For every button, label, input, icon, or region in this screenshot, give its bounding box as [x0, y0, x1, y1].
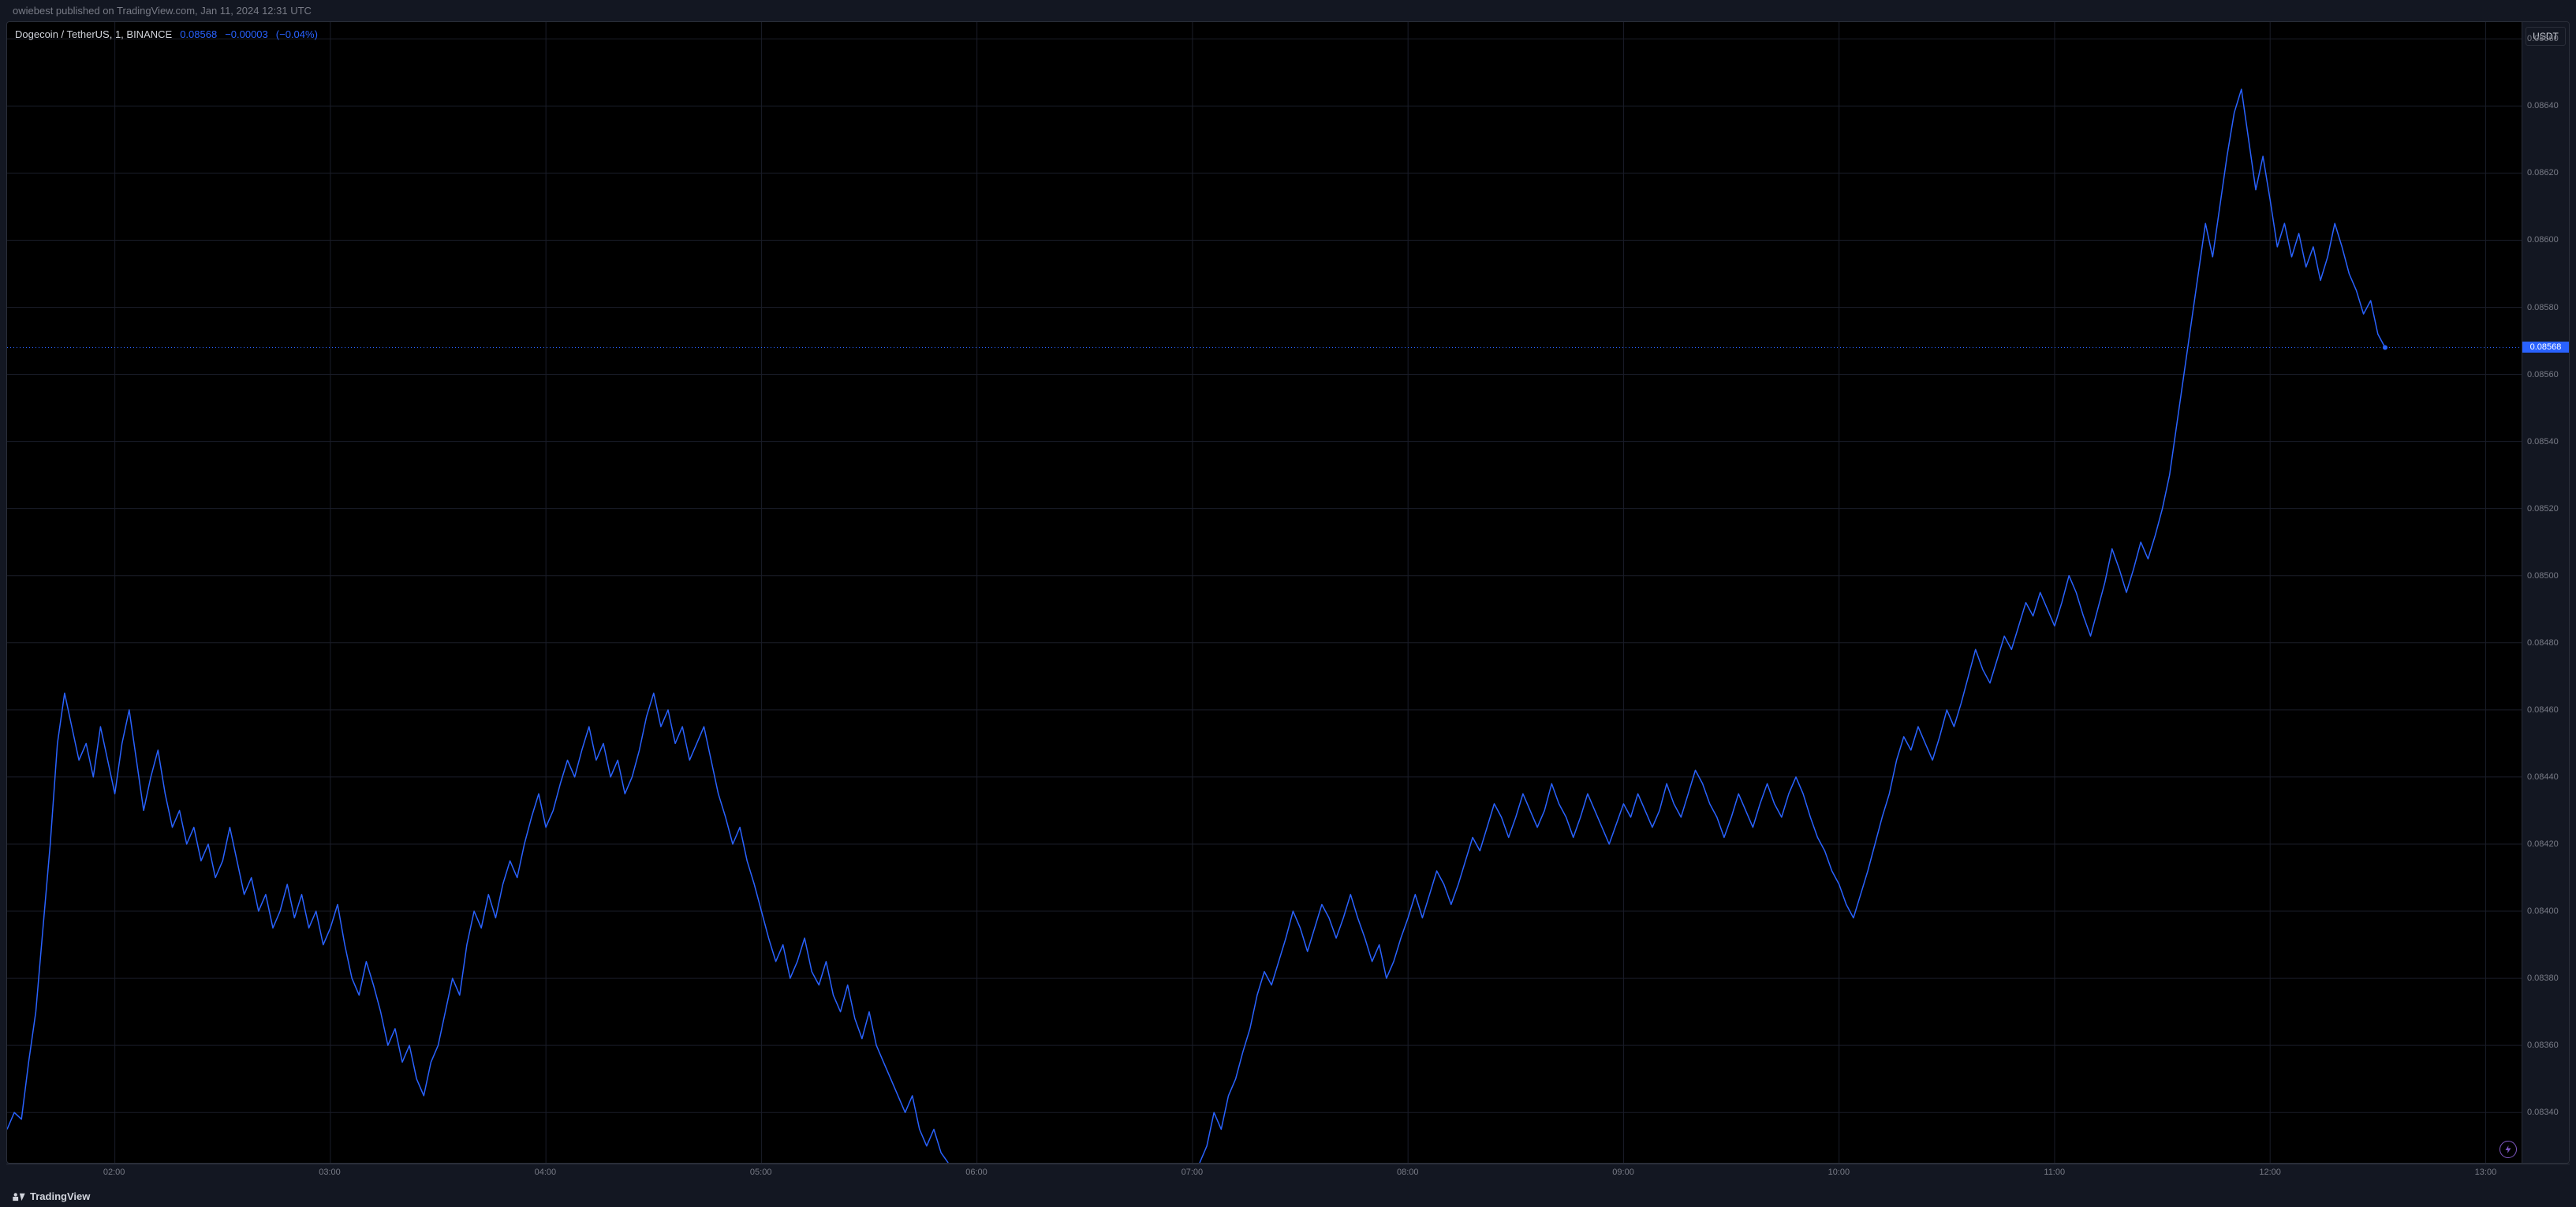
chart-legend: Dogecoin / TetherUS, 1, BINANCE 0.08568 …: [15, 28, 318, 40]
y-tick-label: 0.08580: [2527, 303, 2559, 312]
tradingview-logo-icon: [13, 1192, 25, 1201]
y-tick-label: 0.08440: [2527, 772, 2559, 782]
y-tick-label: 0.08620: [2527, 168, 2559, 178]
y-tick-label: 0.08360: [2527, 1041, 2559, 1050]
last-price-dot: [2383, 346, 2387, 350]
y-tick-label: 0.08340: [2527, 1108, 2559, 1117]
x-tick-label: 04:00: [535, 1168, 557, 1177]
y-tick-label: 0.08500: [2527, 571, 2559, 581]
x-tick-label: 03:00: [319, 1168, 341, 1177]
y-tick-label: 0.08560: [2527, 370, 2559, 379]
y-tick-label: 0.08540: [2527, 437, 2559, 447]
chart-svg: [7, 22, 2522, 1163]
x-tick-label: 02:00: [103, 1168, 125, 1177]
y-tick-label: 0.08460: [2527, 705, 2559, 715]
footer: TradingView: [0, 1186, 2576, 1207]
y-tick-label: 0.08400: [2527, 906, 2559, 916]
current-price-label: 0.08568: [2522, 342, 2569, 353]
snapshot-badge[interactable]: [2499, 1141, 2517, 1158]
y-tick-label: 0.08640: [2527, 101, 2559, 110]
chart-panel: Dogecoin / TetherUS, 1, BINANCE 0.08568 …: [6, 21, 2570, 1164]
chart-area[interactable]: Dogecoin / TetherUS, 1, BINANCE 0.08568 …: [7, 22, 2522, 1163]
x-tick-label: 12:00: [2259, 1168, 2281, 1177]
x-tick-label: 07:00: [1182, 1168, 1204, 1177]
legend-symbol[interactable]: Dogecoin / TetherUS, 1, BINANCE: [15, 28, 172, 40]
footer-brand[interactable]: TradingView: [30, 1190, 90, 1202]
y-tick-label: 0.08420: [2527, 839, 2559, 849]
y-tick-label: 0.08480: [2527, 638, 2559, 648]
lightning-icon: [2503, 1145, 2513, 1154]
x-tick-label: 09:00: [1612, 1168, 1634, 1177]
publish-text: owiebest published on TradingView.com, J…: [13, 5, 312, 17]
x-tick-label: 06:00: [965, 1168, 987, 1177]
time-axis[interactable]: 02:00 03:00 04:00 05:00 06:00 07:00 08:00 09:00…: [6, 1164, 2570, 1186]
legend-price: 0.08568: [180, 28, 217, 40]
publish-header: owiebest published on TradingView.com, J…: [0, 0, 2576, 21]
x-tick-label: 08:00: [1397, 1168, 1419, 1177]
y-tick-label: 0.08380: [2527, 973, 2559, 983]
y-tick-label: 0.08660: [2527, 34, 2559, 43]
y-tick-label: 0.08520: [2527, 504, 2559, 514]
x-tick-label: 11:00: [2044, 1168, 2065, 1177]
x-tick-label: 10:00: [1828, 1168, 1850, 1177]
price-series-line: [7, 693, 948, 1163]
price-axis[interactable]: USDT 0.086600.086400.086200.086000.08580…: [2522, 22, 2569, 1163]
legend-change: −0.00003: [225, 28, 268, 40]
price-series-line: [1200, 89, 2385, 1163]
x-tick-label: 13:00: [2475, 1168, 2497, 1177]
legend-change-pct: (−0.04%): [276, 28, 318, 40]
app-container: owiebest published on TradingView.com, J…: [0, 0, 2576, 1207]
x-tick-label: 05:00: [750, 1168, 772, 1177]
y-tick-label: 0.08600: [2527, 235, 2559, 245]
